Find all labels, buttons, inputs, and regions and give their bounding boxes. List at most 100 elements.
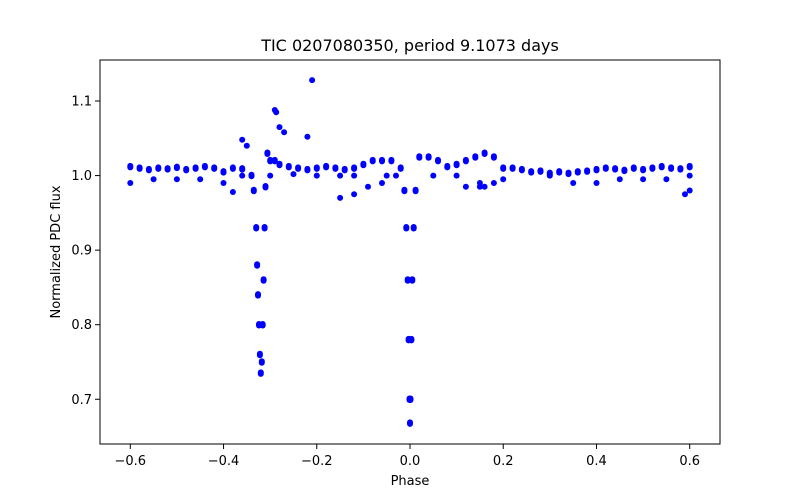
data-point <box>332 164 339 172</box>
data-point <box>127 180 134 186</box>
data-point <box>220 180 227 186</box>
data-point <box>211 164 218 172</box>
data-point <box>267 156 274 165</box>
plot-points <box>127 77 693 427</box>
data-point <box>145 165 152 174</box>
data-point <box>616 176 623 183</box>
data-point <box>256 350 263 359</box>
x-tick-label: 0.4 <box>586 454 607 469</box>
data-point <box>323 162 330 171</box>
y-tick-label: 0.7 <box>71 393 92 408</box>
data-point <box>630 164 637 172</box>
data-point <box>290 171 297 178</box>
data-point <box>409 276 416 284</box>
data-point <box>369 156 376 165</box>
y-tick-label: 1.0 <box>71 169 92 184</box>
data-point <box>677 165 684 173</box>
data-point <box>593 165 600 174</box>
data-point <box>490 180 497 186</box>
data-point <box>663 176 670 183</box>
data-point <box>397 164 404 172</box>
data-point <box>173 176 180 183</box>
data-point <box>430 172 437 179</box>
data-point <box>201 162 208 171</box>
data-point <box>412 186 419 195</box>
data-point <box>248 171 255 180</box>
data-point <box>490 153 497 161</box>
data-point <box>273 109 280 116</box>
data-point <box>239 136 246 143</box>
data-point <box>668 164 675 172</box>
data-point <box>379 180 385 186</box>
data-point <box>341 165 348 174</box>
data-point <box>682 191 688 198</box>
data-point <box>481 149 488 157</box>
data-point <box>593 180 600 186</box>
data-point <box>351 164 358 172</box>
data-point <box>285 162 292 171</box>
data-point <box>416 153 423 161</box>
x-tick-label: −0.4 <box>208 454 240 469</box>
data-point <box>612 165 619 173</box>
plot-frame <box>99 59 721 445</box>
data-point <box>262 183 269 191</box>
data-point <box>220 168 227 176</box>
data-point <box>546 172 553 179</box>
data-point <box>253 224 260 232</box>
data-point <box>271 156 278 165</box>
data-point <box>407 419 413 427</box>
data-point <box>255 291 261 299</box>
data-point <box>254 261 261 269</box>
data-point <box>337 172 344 179</box>
data-point <box>313 172 320 179</box>
data-point <box>584 167 591 175</box>
data-point <box>481 183 488 190</box>
y-axis-ticks: 0.7 0.8 0.9 1.0 1.1 <box>71 95 100 408</box>
x-tick-label: 0.6 <box>679 454 700 469</box>
data-point <box>267 172 274 179</box>
data-point <box>570 180 577 186</box>
data-point <box>258 358 265 366</box>
data-point <box>239 165 246 173</box>
data-point <box>435 156 441 165</box>
y-tick-label: 0.8 <box>71 318 92 333</box>
data-point <box>686 172 693 179</box>
x-axis-label: Phase <box>391 474 430 489</box>
data-point <box>337 194 344 201</box>
data-point <box>476 180 483 186</box>
data-point <box>453 172 460 179</box>
data-point <box>351 191 358 198</box>
chart-title: TIC 0207080350, period 9.1073 days <box>260 36 559 55</box>
data-point <box>410 224 417 232</box>
data-point <box>229 189 236 195</box>
data-point <box>127 162 134 171</box>
data-point <box>602 164 609 172</box>
data-point <box>408 335 415 344</box>
x-tick-label: 0.0 <box>400 454 421 469</box>
data-point <box>574 168 581 176</box>
data-point <box>295 164 302 172</box>
data-point <box>528 168 535 176</box>
data-point <box>173 163 180 172</box>
data-point <box>686 162 693 171</box>
data-point <box>281 129 288 136</box>
data-point <box>260 276 267 284</box>
data-point <box>309 77 316 84</box>
data-point <box>379 156 385 165</box>
data-point <box>383 172 390 179</box>
data-point <box>444 162 451 171</box>
data-point <box>388 156 395 165</box>
x-axis-ticks: −0.6 −0.4 −0.2 0.0 0.2 0.4 0.6 <box>115 444 700 469</box>
y-tick-label: 1.1 <box>71 95 92 110</box>
data-point <box>304 165 311 174</box>
data-point <box>640 165 647 174</box>
data-point <box>401 186 408 195</box>
data-point <box>518 165 525 174</box>
data-point <box>565 169 572 178</box>
data-point <box>472 153 479 161</box>
data-point <box>155 164 162 172</box>
data-point <box>250 186 257 195</box>
x-tick-label: −0.2 <box>301 454 333 469</box>
data-point <box>640 176 647 183</box>
